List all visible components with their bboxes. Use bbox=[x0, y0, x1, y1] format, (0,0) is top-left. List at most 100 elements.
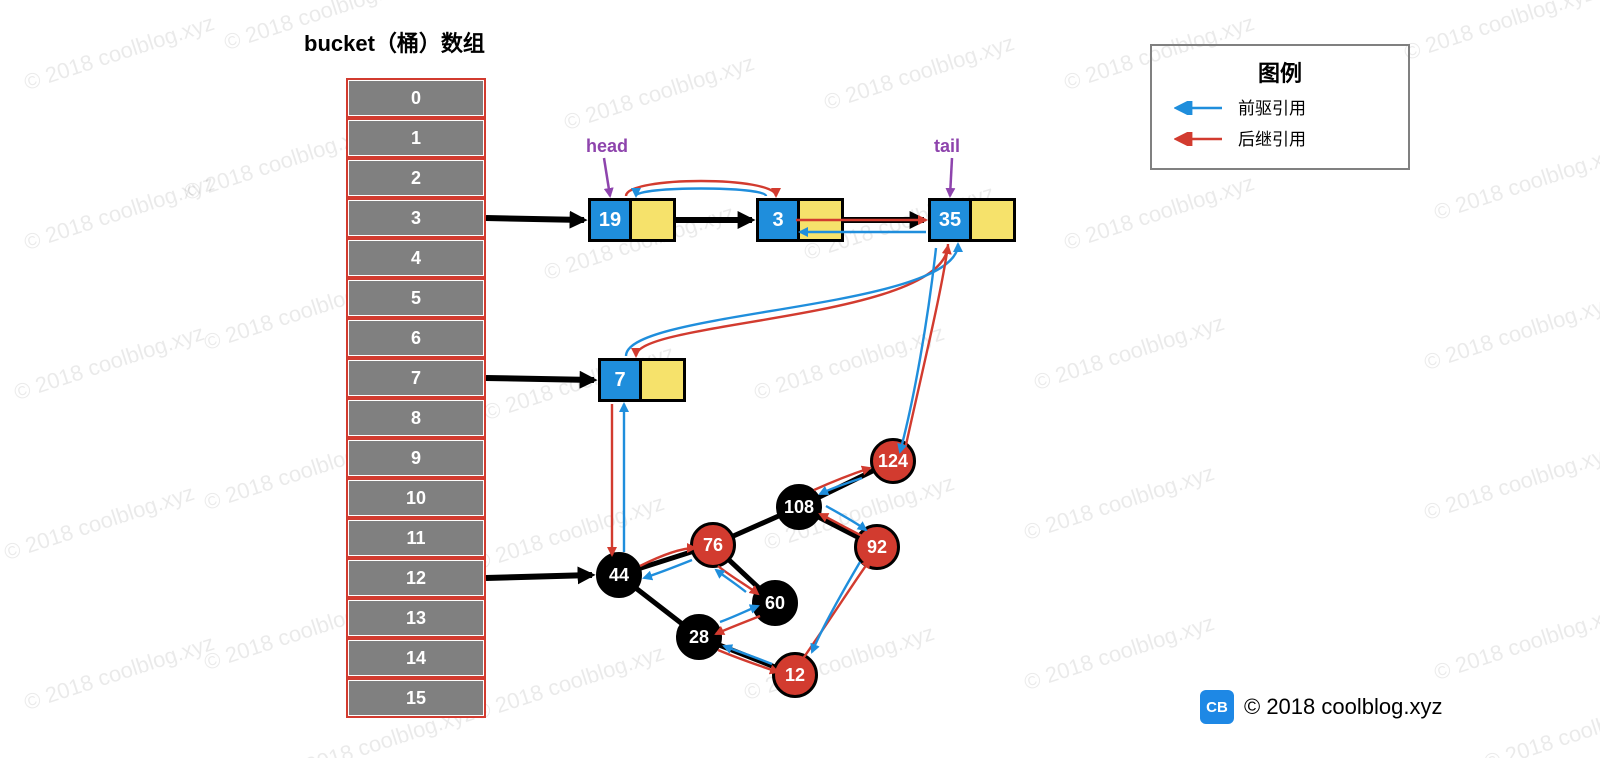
bucket-5: 5 bbox=[346, 278, 486, 318]
tail-label: tail bbox=[934, 136, 960, 157]
bucket-label: 9 bbox=[348, 440, 484, 476]
red-link-arrow bbox=[904, 246, 948, 454]
tree-node-60: 60 bbox=[752, 580, 798, 626]
bucket-9: 9 bbox=[346, 438, 486, 478]
watermark: © 2018 coolblog.xyz bbox=[751, 320, 948, 406]
bucket-label: 7 bbox=[348, 360, 484, 396]
tail-arrow bbox=[950, 158, 952, 196]
head-arrow bbox=[604, 158, 610, 196]
head-label: head bbox=[586, 136, 628, 157]
bucket-11: 11 bbox=[346, 518, 486, 558]
watermark: © 2018 coolblog.xyz bbox=[1021, 610, 1218, 696]
watermark: © 2018 coolblog.xyz bbox=[471, 640, 668, 726]
watermark: © 2018 coolblog.xyz bbox=[1421, 440, 1600, 526]
list-node-value: 7 bbox=[598, 358, 642, 402]
legend-row: 前驱引用 bbox=[1164, 94, 1396, 119]
bucket-1: 1 bbox=[346, 118, 486, 158]
tree-node-92: 92 bbox=[854, 524, 900, 570]
blue-link-arrow bbox=[636, 189, 766, 197]
blue-link-arrow bbox=[826, 506, 866, 530]
legend-label: 前驱引用 bbox=[1238, 94, 1306, 119]
blue-link-arrow bbox=[644, 560, 692, 578]
bucket-13: 13 bbox=[346, 598, 486, 638]
bucket-label: 0 bbox=[348, 80, 484, 116]
bucket-label: 2 bbox=[348, 160, 484, 196]
watermark: © 2018 coolblog.xyz bbox=[821, 30, 1018, 116]
tree-node-124: 124 bbox=[870, 438, 916, 484]
red-link-arrow bbox=[718, 650, 778, 672]
blue-link-arrow bbox=[812, 562, 860, 652]
bucket-label: 12 bbox=[348, 560, 484, 596]
bucket-7: 7 bbox=[346, 358, 486, 398]
list-node-7: 7 bbox=[598, 358, 686, 402]
bucket-0: 0 bbox=[346, 78, 486, 118]
legend-box: 图例前驱引用后继引用 bbox=[1150, 44, 1410, 170]
blue-link-arrow bbox=[626, 244, 958, 356]
bucket-4: 4 bbox=[346, 238, 486, 278]
list-node-value: 35 bbox=[928, 198, 972, 242]
watermark: © 2018 coolblog.xyz bbox=[1061, 170, 1258, 256]
list-node-next-ptr bbox=[642, 358, 686, 402]
watermark: © 2018 coolblog.xyz bbox=[1021, 460, 1218, 546]
bucket-label: 5 bbox=[348, 280, 484, 316]
bucket-label: 6 bbox=[348, 320, 484, 356]
list-node-35: 35 bbox=[928, 198, 1016, 242]
blue-link-arrow bbox=[820, 478, 862, 494]
bucket-10: 10 bbox=[346, 478, 486, 518]
tree-node-12: 12 bbox=[772, 652, 818, 698]
watermark: © 2018 coolblog.xyz bbox=[1031, 310, 1228, 396]
blue-link-arrow bbox=[724, 646, 772, 664]
watermark: © 2018 coolblog.xyz bbox=[741, 620, 938, 706]
bucket-2: 2 bbox=[346, 158, 486, 198]
credit: CB © 2018 coolblog.xyz bbox=[1200, 690, 1442, 724]
list-node-next-ptr bbox=[800, 198, 844, 242]
legend-row: 后继引用 bbox=[1164, 125, 1396, 150]
watermark: © 2018 coolblog.xyz bbox=[1431, 600, 1600, 686]
list-node-next-ptr bbox=[972, 198, 1016, 242]
bucket-8: 8 bbox=[346, 398, 486, 438]
bucket-label: 4 bbox=[348, 240, 484, 276]
bucket-label: 14 bbox=[348, 640, 484, 676]
tree-node-108: 108 bbox=[776, 484, 822, 530]
blue-link-arrow bbox=[716, 570, 746, 592]
legend-label: 后继引用 bbox=[1238, 125, 1306, 150]
watermark: © 2018 coolblog.xyz bbox=[1, 480, 198, 566]
cb-icon: CB bbox=[1200, 690, 1234, 724]
red-link-arrow bbox=[802, 560, 870, 660]
red-link-arrow bbox=[716, 616, 760, 634]
red-link-arrow bbox=[640, 548, 695, 566]
legend-arrow-icon bbox=[1174, 100, 1224, 114]
red-link-arrow bbox=[814, 468, 870, 490]
bucket-arrow bbox=[486, 218, 584, 220]
bucket-3: 3 bbox=[346, 198, 486, 238]
bucket-6: 6 bbox=[346, 318, 486, 358]
watermark: © 2018 coolblog.xyz bbox=[21, 630, 218, 716]
bucket-label: 15 bbox=[348, 680, 484, 716]
blue-link-arrow bbox=[900, 248, 936, 452]
bucket-label: 10 bbox=[348, 480, 484, 516]
list-node-value: 19 bbox=[588, 198, 632, 242]
list-node-3: 3 bbox=[756, 198, 844, 242]
watermark: © 2018 coolblog.xyz bbox=[561, 50, 758, 136]
bucket-label: 8 bbox=[348, 400, 484, 436]
watermark: © 2018 coolblog.xyz bbox=[1401, 0, 1598, 66]
bucket-12: 12 bbox=[346, 558, 486, 598]
list-node-19: 19 bbox=[588, 198, 676, 242]
credit-text: © 2018 coolblog.xyz bbox=[1244, 694, 1442, 720]
bucket-15: 15 bbox=[346, 678, 486, 718]
legend-title: 图例 bbox=[1164, 56, 1396, 88]
red-link-arrow bbox=[718, 566, 758, 594]
red-link-arrow bbox=[626, 181, 776, 196]
watermark: © 2018 coolblog.xyz bbox=[11, 320, 208, 406]
bucket-label: 3 bbox=[348, 200, 484, 236]
watermark: © 2018 coolblog.xyz bbox=[21, 10, 218, 96]
watermark: © 2018 coolblog.xyz bbox=[1421, 290, 1600, 376]
bucket-arrow bbox=[486, 378, 594, 380]
watermark: © 2018 coolblog.xyz bbox=[1481, 690, 1600, 758]
bucket-label: 13 bbox=[348, 600, 484, 636]
tree-node-76: 76 bbox=[690, 522, 736, 568]
bucket-arrow bbox=[486, 575, 592, 578]
tree-node-44: 44 bbox=[596, 552, 642, 598]
bucket-label: 1 bbox=[348, 120, 484, 156]
watermark: © 2018 coolblog.xyz bbox=[21, 170, 218, 256]
